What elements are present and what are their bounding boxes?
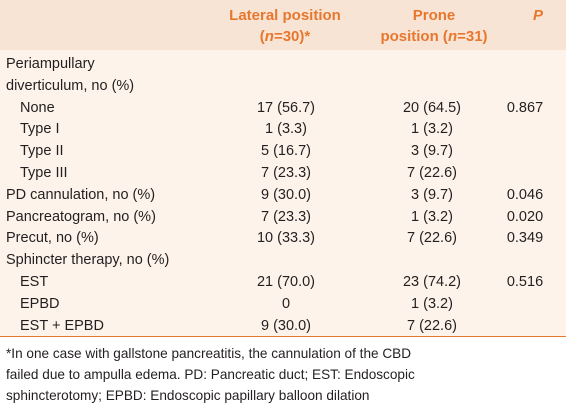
lateral-value: 17 (56.7) — [256, 99, 316, 116]
lateral-value: 0 — [281, 295, 291, 312]
row-label: None — [20, 99, 55, 116]
table-row: Sphincter therapy, no (%) — [0, 250, 566, 271]
table-body — [0, 50, 566, 336]
header-lateral-line2: (n=30)* — [259, 28, 311, 45]
lateral-value: 7 (23.3) — [261, 208, 311, 225]
row-label: EST + EPBD — [20, 317, 104, 334]
row-label: Sphincter therapy, no (%) — [6, 252, 170, 269]
lateral-value: 10 (33.3) — [256, 230, 316, 247]
row-label: PD cannulation, no (%) — [6, 186, 156, 203]
header-prone-line2: position (n=31) — [380, 28, 488, 45]
table-row: diverticulum, no (%) — [0, 76, 566, 97]
p-value: 0.046 — [506, 186, 544, 203]
row-label: EST — [20, 274, 49, 290]
prone-value: 23 (74.2) — [402, 274, 462, 290]
header-prone-line1: Prone — [412, 7, 456, 24]
prone-value: 3 (9.7) — [411, 186, 453, 203]
table-header: Lateral position (n=30)* Prone position … — [0, 0, 566, 50]
table-row: PD cannulation, no (%) 9 (30.0) 3 (9.7) 0.0… — [0, 185, 566, 206]
lateral-value: 1 (3.3) — [265, 121, 307, 138]
table-row: EST 21 (70.0) 23 (74.2) 0.516 — [0, 272, 566, 293]
table-footnote: *In one case with gallstone pancreatitis… — [0, 336, 566, 415]
header-lateral: Lateral position (n=30)* — [205, 5, 365, 47]
header-lateral-line1: Lateral position — [229, 7, 341, 24]
prone-value: 7 (22.6) — [407, 165, 457, 181]
row-label: Type I — [20, 121, 60, 138]
lateral-value: 21 (70.0) — [256, 274, 316, 290]
table-row: EPBD 0 1 (3.2) — [0, 294, 566, 315]
table-row: Type III 7 (23.3) 7 (22.6) — [0, 163, 566, 184]
prone-value: 7 (22.6) — [407, 230, 457, 247]
prone-value: 20 (64.5) — [402, 99, 462, 116]
prone-value: 1 (3.2) — [411, 208, 453, 225]
table-row: None 17 (56.7) 20 (64.5) 0.867 — [0, 98, 566, 119]
lateral-value: 9 (30.0) — [261, 186, 311, 203]
header-prone: Prone position (n=31) — [364, 5, 504, 47]
table-row: Periampullary — [0, 54, 566, 75]
lateral-value: 9 (30.0) — [261, 317, 311, 334]
lateral-value: 7 (23.3) — [261, 165, 311, 181]
table-row: Pancreatogram, no (%) 7 (23.3) 1 (3.2) 0.02… — [0, 207, 566, 228]
prone-value: 1 (3.2) — [411, 295, 453, 312]
lateral-value: 5 (16.7) — [261, 143, 311, 160]
table-row: Type II 5 (16.7) 3 (9.7) — [0, 141, 566, 162]
p-value: 0.020 — [506, 208, 544, 225]
table-row: EST + EPBD 9 (30.0) 7 (22.6) — [0, 316, 566, 337]
prone-value: 7 (22.6) — [407, 317, 457, 334]
prone-value: 1 (3.2) — [411, 121, 453, 138]
table-row: Precut, no (%) 10 (33.3) 7 (22.6) 0.349 — [0, 228, 566, 249]
footnote-line-2: failed due to ampulla edema. PD: Pancrea… — [6, 367, 415, 382]
row-label: Pancreatogram, no (%) — [6, 208, 156, 225]
p-value: 0.516 — [506, 274, 544, 290]
p-value: 0.867 — [506, 99, 544, 116]
prone-value: 3 (9.7) — [411, 143, 453, 160]
footnote-line-1: *In one case with gallstone pancreatitis… — [6, 346, 412, 361]
row-label: Type III — [20, 165, 68, 181]
row-label: diverticulum, no (%) — [6, 77, 135, 94]
row-label: Periampullary — [6, 56, 95, 72]
p-value: 0.349 — [506, 230, 544, 247]
footnote-line-3: sphincterotomy; EPBD: Endoscopic papilla… — [6, 388, 370, 403]
table-row: Type I 1 (3.3) 1 (3.2) — [0, 119, 566, 140]
row-label: Precut, no (%) — [6, 230, 99, 247]
row-label: Type II — [20, 143, 64, 160]
header-p: P — [532, 7, 543, 24]
row-label: EPBD — [20, 295, 60, 312]
